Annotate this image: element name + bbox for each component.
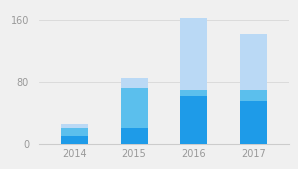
Bar (61, 128, 88, 136)
Bar (240, 34, 267, 90)
Bar (180, 18, 207, 90)
Bar (180, 96, 207, 144)
Bar (240, 101, 267, 144)
Bar (121, 78, 148, 88)
Bar (121, 88, 148, 128)
Bar (240, 90, 267, 101)
Bar (61, 124, 88, 128)
Bar (61, 136, 88, 144)
Bar (180, 90, 207, 96)
Bar (121, 128, 148, 144)
